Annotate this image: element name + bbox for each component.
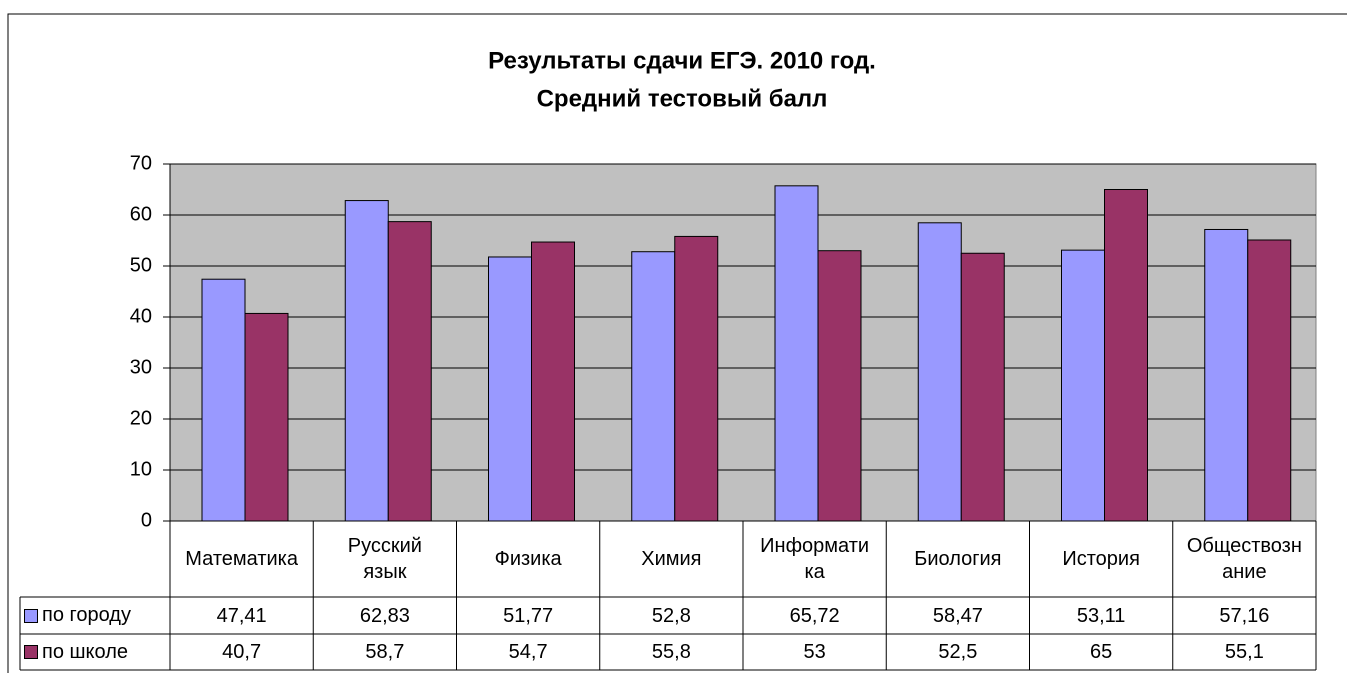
bar [817,250,862,522]
bar [387,221,432,522]
legend-entry: по городу [20,597,170,634]
legend-entry: по школе [20,634,170,670]
data-label: 47,41 [216,604,267,627]
data-label: 58,47 [932,604,983,627]
category-label: Обществознание [1186,535,1302,583]
data-label: 52,5 [938,641,978,663]
category-label: Русский язык [347,535,422,583]
category-label: Химия [641,548,702,570]
bar [201,278,246,522]
chart-subtitle: Средний тестовый балл [537,85,828,112]
data-label: 62,83 [359,604,410,627]
data-label: 54,7 [508,641,548,663]
legend-swatch [24,608,38,623]
legend-label: по школе [42,640,129,663]
y-tick-label: 60 [130,203,152,225]
y-tick-label: 30 [130,356,152,378]
data-label: 40,7 [222,641,262,663]
data-label: 65,72 [789,604,840,627]
bar [1061,249,1105,522]
data-label: 55,1 [1224,641,1264,663]
bar [674,235,719,522]
data-label: 65 [1090,641,1113,663]
data-label: 53,11 [1076,604,1126,627]
bar [774,185,819,522]
bar [488,256,532,522]
y-tick-label: 70 [130,152,152,174]
bar [344,200,389,522]
bar [631,251,676,522]
bar [1204,228,1249,522]
bar [917,222,962,522]
category-label: Информатика [760,535,870,583]
category-label: Физика [494,548,562,570]
category-label: Математика [185,548,298,570]
data-label: 57,16 [1219,604,1270,627]
y-tick-label: 50 [130,254,152,276]
data-label: 52,8 [651,604,691,627]
bar [960,252,1005,522]
category-label: Биология [914,548,1002,570]
data-label: 51,77 [503,604,554,627]
legend-swatch [24,645,38,659]
chart-title: Результаты сдачи ЕГЭ. 2010 год. [488,47,876,74]
y-tick-label: 10 [130,458,152,480]
legend-label: по городу [42,604,131,626]
bar [244,312,289,522]
data-label: 53 [803,641,826,663]
category-label: История [1062,548,1140,570]
y-tick-label: 0 [141,509,152,531]
bar [531,241,575,522]
data-label: 58,7 [365,641,405,663]
bar [1247,239,1292,522]
y-tick-label: 20 [130,407,152,429]
y-tick-label: 40 [130,305,152,327]
bar [1104,189,1148,522]
data-label: 55,8 [651,641,691,663]
